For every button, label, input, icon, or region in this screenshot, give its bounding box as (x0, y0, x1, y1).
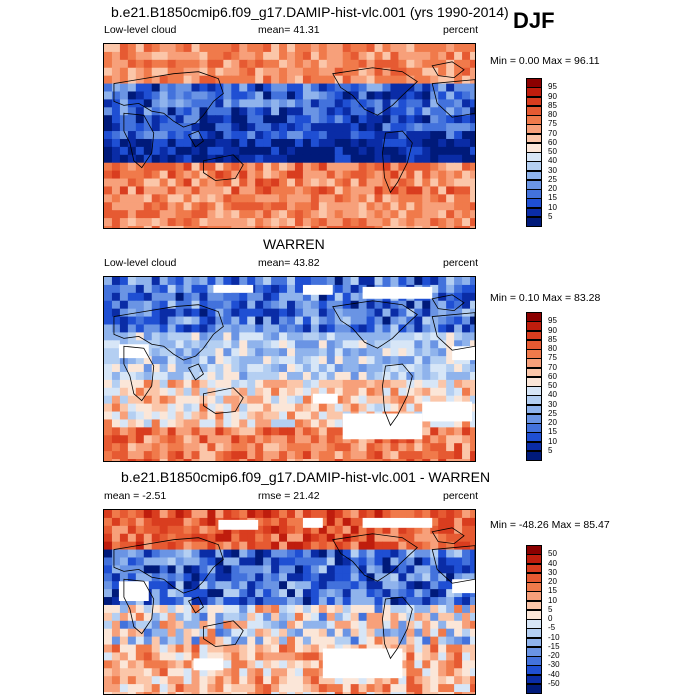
colorbar-tick-label: 10 (548, 436, 557, 446)
colorbar-tick-label: 15 (548, 586, 557, 596)
colorbar-tick-label: 15 (548, 427, 557, 437)
colorbar-tick-label: -20 (548, 651, 560, 660)
coastline (203, 387, 244, 414)
colorbar-tick-label: 75 (548, 353, 557, 363)
colorbar-cell (526, 683, 542, 694)
colorbar-tick-label: 60 (548, 371, 557, 381)
colorbar-tick-label: 30 (548, 399, 557, 409)
panel-2-title: WARREN (263, 236, 325, 252)
panel-2-mean-label: mean= 43.82 (258, 257, 320, 269)
panel-2-map (103, 276, 476, 462)
panel-1-colorbar: 95 90 85 80 75 70 60 50 40 30 25 20 15 10 5 (526, 78, 586, 227)
coastline (431, 294, 465, 312)
colorbar-tick-label: 80 (548, 344, 557, 353)
colorbar-tick-label: 5 (548, 211, 553, 221)
colorbar-tick-label: 20 (548, 418, 557, 427)
panel-3-units-label: percent (443, 490, 479, 502)
coastline (431, 527, 465, 545)
coastline (431, 61, 465, 79)
coastline (203, 154, 244, 181)
panel-2-colorbar: 95 90 85 80 75 70 60 50 40 30 25 20 15 10 5 (526, 312, 586, 461)
map-field (104, 510, 475, 694)
colorbar-tick-label: -10 (548, 632, 560, 642)
colorbar-tick-label: 10 (548, 202, 557, 212)
colorbar-tick-label: 15 (548, 193, 557, 203)
colorbar-tick-label: 50 (548, 147, 557, 156)
panel-3-rmse-label: rmse = 21.42 (258, 490, 320, 502)
panel-1-mean-label: mean= 41.31 (258, 24, 320, 36)
colorbar-tick-label: 70 (548, 362, 557, 372)
colorbar-tick-label: 40 (548, 558, 557, 568)
map-field (104, 277, 475, 461)
colorbar-tick-label: 95 (548, 316, 557, 326)
panel-1-title: b.e21.B1850cmip6.f09_g17.DAMIP-hist-vlc.… (111, 4, 509, 20)
panel-1-variable-label: Low-level cloud (104, 24, 177, 36)
coastline (113, 304, 224, 361)
colorbar-tick-label: 95 (548, 82, 557, 92)
colorbar-tick-label: 40 (548, 390, 557, 400)
colorbar-tick-label: 75 (548, 119, 557, 129)
colorbar-tick-label: 70 (548, 128, 557, 138)
coastline (203, 620, 244, 647)
coastline (187, 596, 204, 614)
colorbar-tick-label: 0 (548, 614, 553, 623)
colorbar-tick-label: -40 (548, 669, 560, 679)
colorbar-tick-label: 60 (548, 137, 557, 147)
season-label: DJF (513, 8, 555, 33)
colorbar-tick-label: 20 (548, 577, 557, 586)
panel-1-units-label: percent (443, 24, 479, 36)
colorbar-tick-label: 50 (548, 381, 557, 390)
colorbar-tick-label: 30 (548, 165, 557, 175)
panel-3-minmax: Min = -48.26 Max = 85.47 (490, 519, 610, 531)
colorbar-tick-label: 5 (548, 604, 553, 614)
colorbar-tick-label: 20 (548, 184, 557, 193)
colorbar-tick-label: -15 (548, 641, 560, 651)
coastline (332, 533, 418, 582)
colorbar-tick-label: 85 (548, 100, 557, 110)
colorbar-tick-label: -5 (548, 623, 556, 633)
panel-2-variable-label: Low-level cloud (104, 257, 177, 269)
coastline (123, 578, 155, 635)
colorbar-tick-label: 90 (548, 325, 557, 335)
panel-3-map (103, 509, 476, 695)
colorbar-tick-label: 40 (548, 156, 557, 166)
colorbar-tick-label: 25 (548, 408, 557, 418)
colorbar-tick-label: 30 (548, 567, 557, 577)
colorbar-tick-label: 25 (548, 174, 557, 184)
colorbar-tick-label: 10 (548, 595, 557, 605)
colorbar-cell (526, 450, 542, 461)
coastline (332, 67, 418, 116)
colorbar-tick-label: 50 (548, 549, 557, 559)
panel-1-map (103, 43, 476, 229)
colorbar-tick-label: 5 (548, 445, 553, 455)
coastline (113, 71, 224, 128)
colorbar-tick-label: -30 (548, 660, 560, 670)
coastline (382, 596, 413, 660)
colorbar-tick-label: 80 (548, 110, 557, 119)
coastline (123, 112, 155, 169)
panel-3-mean-label: mean = -2.51 (104, 490, 167, 502)
coastline (382, 363, 413, 427)
coastline (382, 130, 413, 194)
panel-3-title: b.e21.B1850cmip6.f09_g17.DAMIP-hist-vlc.… (121, 469, 491, 485)
colorbar-tick-label: 85 (548, 334, 557, 344)
coastline (431, 545, 475, 584)
panel-3-colorbar: 50 40 30 20 15 10 5 0 -5 -10 -15 -20 -30 -40 -50 (526, 545, 586, 694)
panel-2-minmax: Min = 0.10 Max = 83.28 (490, 292, 601, 304)
coastline (123, 345, 155, 402)
map-field (104, 44, 475, 228)
colorbar-tick-label: 90 (548, 91, 557, 101)
coastline (113, 537, 224, 594)
coastline (332, 300, 418, 349)
panel-2-units-label: percent (443, 257, 479, 269)
coastline (431, 312, 475, 351)
coastline (187, 130, 204, 148)
coastline (187, 363, 204, 381)
colorbar-cell (526, 216, 542, 227)
panel-1-minmax: Min = 0.00 Max = 96.11 (490, 55, 600, 67)
coastline (431, 79, 475, 118)
colorbar-tick-label: -50 (548, 678, 560, 688)
